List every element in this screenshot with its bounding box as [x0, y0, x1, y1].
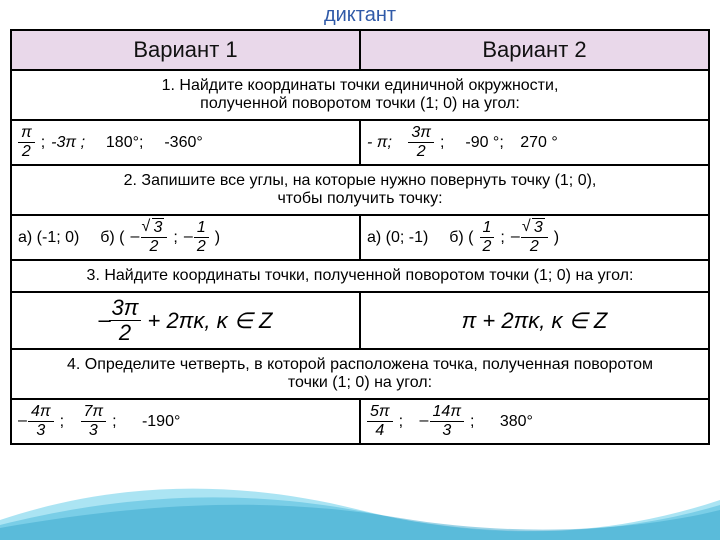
q3-text: 3. Найдите координаты точки, полученной … [11, 260, 709, 292]
q2-text: 2. Запишите все углы, на которые нужно п… [11, 165, 709, 215]
page-title: диктант [0, 0, 720, 29]
q2-v2: а) (0; -1) б) ( 12 ; 32 ) [360, 215, 709, 260]
header-variant-2: Вариант 2 [360, 30, 709, 70]
q4-v1: 4π3 ; 7π3 ; -190° [11, 399, 360, 444]
q2-v1: а) (-1; 0) б) ( 32 ; 12 ) [11, 215, 360, 260]
header-variant-1: Вариант 1 [11, 30, 360, 70]
q4-text: 4. Определите четверть, в которой распол… [11, 349, 709, 399]
q1-v2: - π; 3π2 ; -90 °; 270 ° [360, 120, 709, 165]
q3-v2: π + 2πκ, κ ∈ Z [360, 292, 709, 349]
q4-v2: 5π4 ; 14π3 ; 380° [360, 399, 709, 444]
decorative-wave [0, 460, 720, 540]
worksheet-table: Вариант 1 Вариант 2 1. Найдите координат… [10, 29, 710, 445]
q3-v1: 3π2 + 2πκ, κ ∈ Z [11, 292, 360, 349]
q1-text: 1. Найдите координаты точки единичной ок… [11, 70, 709, 120]
q1-v1: π2 ; -3π ; 180°; -360° [11, 120, 360, 165]
